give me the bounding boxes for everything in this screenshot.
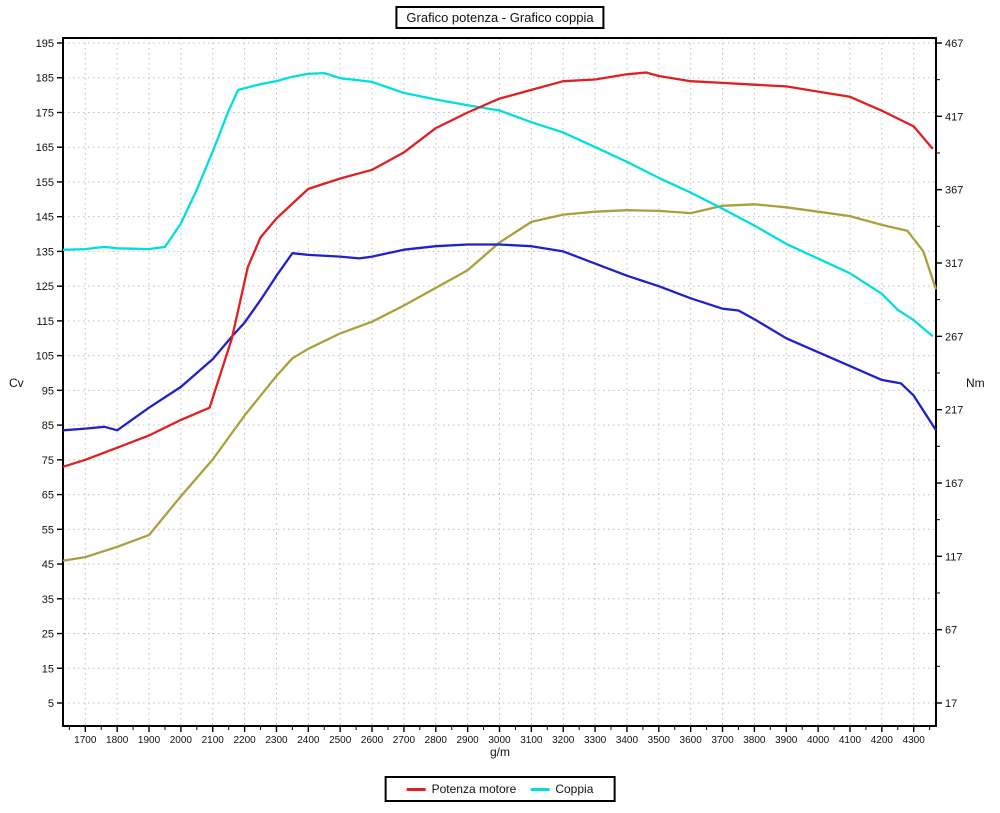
x-axis-tick-label: 3000 bbox=[488, 735, 511, 746]
legend-item: Coppia bbox=[530, 782, 593, 796]
x-axis-tick-label: 4100 bbox=[839, 735, 862, 746]
right-axis-unit-label: Nm bbox=[966, 376, 985, 390]
right-axis-tick-label: 217 bbox=[945, 405, 963, 417]
x-axis-tick-label: 1700 bbox=[74, 735, 97, 746]
right-axis-tick-label: 367 bbox=[945, 185, 963, 197]
x-axis-tick-label: 2600 bbox=[361, 735, 384, 746]
series-unlabeled-olive-torque bbox=[62, 203, 938, 562]
series-Coppia bbox=[62, 71, 934, 338]
right-axis-tick-label: 17 bbox=[945, 698, 957, 710]
x-axis-tick-label: 2800 bbox=[425, 735, 448, 746]
plot-frame bbox=[62, 37, 937, 727]
x-axis-tick-label: 2000 bbox=[170, 735, 193, 746]
left-axis-tick-label: 125 bbox=[36, 281, 54, 293]
x-axis-tick-label: 3700 bbox=[711, 735, 734, 746]
x-axis-tick-label: 2100 bbox=[202, 735, 225, 746]
right-axis-tick-label: 67 bbox=[945, 625, 957, 637]
x-axis-tick-label: 1800 bbox=[106, 735, 129, 746]
x-axis-tick-label: 2400 bbox=[297, 735, 320, 746]
left-axis-tick-label: 55 bbox=[42, 524, 54, 536]
x-axis-tick-label: 2900 bbox=[457, 735, 480, 746]
left-axis-tick-label: 15 bbox=[42, 663, 54, 675]
x-axis-tick-label: 3900 bbox=[775, 735, 798, 746]
x-axis-tick-label: 3400 bbox=[616, 735, 639, 746]
x-axis-tick-label: 3800 bbox=[743, 735, 766, 746]
x-axis-tick-label: 4300 bbox=[903, 735, 926, 746]
x-axis-tick-label: 4000 bbox=[807, 735, 830, 746]
right-axis-tick-label: 417 bbox=[945, 111, 963, 123]
left-axis-tick-label: 165 bbox=[36, 142, 54, 154]
series-Potenza motore bbox=[62, 71, 934, 468]
x-axis-tick-label: 2700 bbox=[393, 735, 416, 746]
legend-line-swatch bbox=[406, 787, 426, 791]
right-axis-tick-label: 317 bbox=[945, 258, 963, 270]
legend-item: Potenza motore bbox=[406, 782, 517, 796]
left-axis-tick-label: 115 bbox=[36, 316, 54, 328]
x-axis-tick-label: 3300 bbox=[584, 735, 607, 746]
x-axis-tick-label: 3600 bbox=[680, 735, 703, 746]
left-axis-tick-label: 5 bbox=[48, 698, 54, 710]
x-axis-tick-label: 2200 bbox=[233, 735, 256, 746]
chart-title: Grafico potenza - Grafico coppia bbox=[395, 6, 605, 29]
x-axis-tick-label: 4200 bbox=[871, 735, 894, 746]
series-unlabeled-blue-power bbox=[62, 243, 937, 432]
left-axis-tick-label: 65 bbox=[42, 490, 54, 502]
right-axis-tick-label: 467 bbox=[945, 38, 963, 50]
x-axis-tick-label: 3500 bbox=[648, 735, 671, 746]
left-axis-tick-label: 155 bbox=[36, 177, 54, 189]
x-axis-tick-label: 2500 bbox=[329, 735, 352, 746]
left-axis-tick-label: 25 bbox=[42, 629, 54, 641]
left-axis-tick-label: 175 bbox=[36, 107, 54, 119]
legend-label: Coppia bbox=[555, 782, 594, 796]
left-axis-tick-label: 105 bbox=[36, 351, 54, 363]
left-axis-tick-label: 85 bbox=[42, 420, 54, 432]
right-axis-tick-label: 117 bbox=[945, 551, 963, 563]
left-axis-unit-label: Cv bbox=[9, 376, 24, 390]
x-axis-label: g/m bbox=[489, 745, 510, 759]
left-axis-tick-label: 35 bbox=[42, 594, 54, 606]
x-axis-tick-label: 3100 bbox=[520, 735, 543, 746]
left-axis-tick-label: 45 bbox=[42, 559, 54, 571]
left-axis-tick-label: 95 bbox=[42, 385, 54, 397]
legend: Potenza motore Coppia bbox=[384, 776, 616, 802]
right-axis-tick-label: 167 bbox=[945, 478, 963, 490]
left-axis-tick-label: 145 bbox=[36, 212, 54, 224]
x-axis-tick-label: 3200 bbox=[552, 735, 575, 746]
left-axis-tick-label: 195 bbox=[36, 38, 54, 50]
left-axis-tick-label: 135 bbox=[36, 246, 54, 258]
x-axis-tick-label: 1900 bbox=[138, 735, 161, 746]
left-axis-tick-label: 75 bbox=[42, 455, 54, 467]
right-axis-tick-label: 267 bbox=[945, 331, 963, 343]
left-axis-tick-label: 185 bbox=[36, 73, 54, 85]
legend-label: Potenza motore bbox=[431, 782, 517, 796]
legend-line-swatch bbox=[530, 787, 550, 791]
x-axis-tick-label: 2300 bbox=[265, 735, 288, 746]
